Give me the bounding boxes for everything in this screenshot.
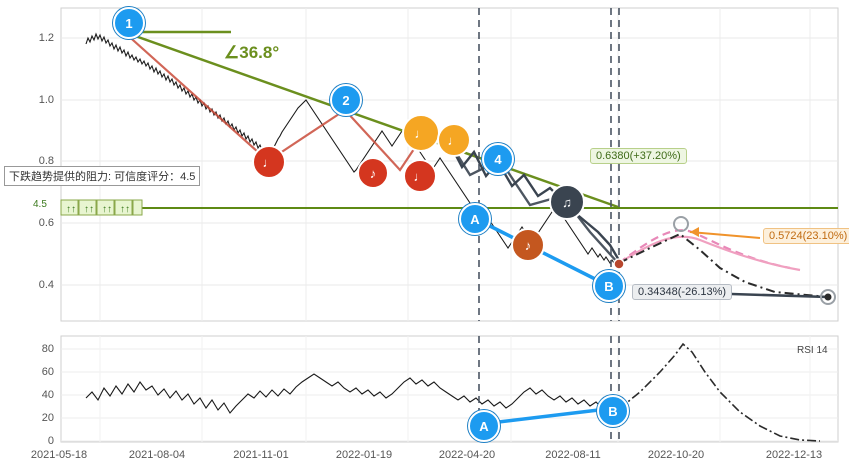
rsi-projection — [618, 342, 821, 442]
confidence-scale-boxes: ↑↑ ↑↑ ↑↑ ↑↑ — [60, 199, 143, 216]
ytick-rsi-3: 20 — [41, 412, 54, 424]
xtick-2: 2021-11-01 — [233, 449, 289, 461]
endpoint-circle-2 — [820, 289, 836, 305]
resistance-note: 下跌趋势提供的阻力: 可信度评分：4.5 — [4, 166, 201, 186]
ytick-rsi-4: 0 — [47, 435, 54, 447]
dark-projection — [618, 232, 829, 298]
ytick-rsi-2: 40 — [41, 389, 54, 401]
ytick-rsi-0: 80 — [41, 343, 54, 355]
wave-badge-4[interactable]: 4 — [482, 143, 514, 175]
xtick-3: 2022-01-19 — [335, 449, 393, 461]
orange-arrow-head — [690, 227, 699, 237]
xtick-5: 2022-08-11 — [545, 449, 601, 461]
svg-text:↑↑: ↑↑ — [66, 204, 76, 215]
orange-arrow — [689, 231, 761, 239]
target-dark-label: 0.34348(-26.13%) — [632, 284, 733, 300]
wave-marker-4: ♩ — [402, 114, 440, 152]
svg-text:↑↑: ↑↑ — [84, 204, 94, 215]
pink-projection-solid — [618, 235, 801, 272]
wave-badge-2[interactable]: 2 — [330, 84, 362, 116]
wave-marker-1: ♩ — [252, 145, 286, 179]
wave-badge-b[interactable]: B — [593, 270, 625, 302]
wave-marker-3: ♩ — [403, 159, 437, 193]
svg-text:↑↑: ↑↑ — [120, 204, 130, 215]
wave-marker-7: ♫ — [549, 184, 585, 220]
wave-marker-6: ♪ — [511, 228, 545, 262]
target-green-label: 0.6380(+37.20%) — [590, 148, 687, 164]
green-down-trendline — [123, 30, 619, 209]
target-orange-label: 0.5724(23.10%) — [763, 228, 849, 244]
dark-zigzag-path-2 — [446, 139, 619, 264]
ytick-main-0: 1.2 — [38, 32, 54, 44]
b-pivot-dot — [613, 258, 625, 270]
angle-annotation: ∠36.8° — [224, 43, 280, 62]
dark-zigzag-path — [446, 139, 622, 263]
ytick-main-3: 0.6 — [38, 217, 54, 229]
wave-badge-1[interactable]: 1 — [113, 7, 145, 39]
ytick-main-1: 1.0 — [38, 94, 54, 106]
endpoint-circle-1 — [673, 216, 689, 232]
rsi-panel-frame — [60, 335, 839, 443]
wave-badge-a[interactable]: A — [459, 203, 491, 235]
xtick-1: 2021-08-04 — [128, 449, 186, 461]
wave-marker-2: ♪ — [357, 157, 389, 189]
xtick-7: 2022-12-13 — [765, 449, 823, 461]
endpoint-dot-2 — [824, 293, 832, 301]
ytick-main-4: 0.4 — [38, 279, 54, 291]
xtick-0: 2021-05-18 — [30, 449, 88, 461]
rsi-badge-a[interactable]: A — [468, 410, 500, 442]
confidence-score-label: 4.5 — [33, 199, 47, 210]
rsi-indicator-label: RSI 14 — [797, 345, 828, 356]
rsi-ab-line — [481, 407, 608, 426]
xtick-4: 2022-04-20 — [438, 449, 496, 461]
xtick-6: 2022-10-20 — [647, 449, 705, 461]
ytick-main-2: 0.8 — [38, 155, 54, 167]
ytick-rsi-1: 60 — [41, 366, 54, 378]
rsi-series — [85, 373, 615, 414]
wave-marker-5: ♩ — [437, 123, 471, 157]
price-panel-frame — [60, 7, 839, 322]
svg-text:↑↑: ↑↑ — [102, 204, 112, 215]
rsi-badge-b[interactable]: B — [597, 395, 629, 427]
